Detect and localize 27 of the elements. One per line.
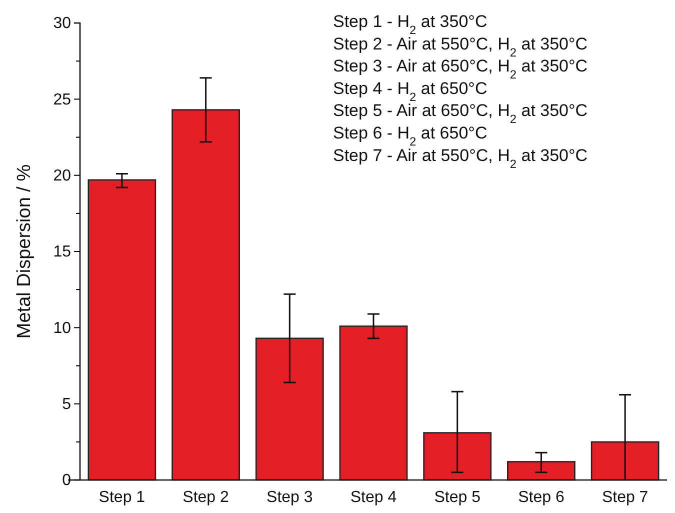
y-tick-label: 25 xyxy=(53,91,72,108)
annotation: Step 5 - Air at 650°C, H$_{2}$ at 350°C xyxy=(333,101,588,126)
bar xyxy=(88,179,156,481)
y-tick-label: 30 xyxy=(53,15,72,32)
bar xyxy=(339,325,408,481)
x-tick-label: Step 7 xyxy=(602,489,648,506)
y-tick-label: 0 xyxy=(62,472,72,490)
bar xyxy=(423,432,492,481)
annotation: Step 1 - H$_{2}$ at 350°C xyxy=(333,12,488,37)
y-tick-label: 15 xyxy=(53,244,72,261)
x-tick-label: Step 3 xyxy=(266,489,313,506)
bar xyxy=(507,461,576,481)
y-axis-title: Metal Dispersion / % xyxy=(14,164,35,339)
annotation: Step 2 - Air at 550°C, H$_{2}$ at 350°C xyxy=(333,34,588,60)
y-tick-label: 5 xyxy=(62,396,72,413)
bar xyxy=(590,441,660,481)
x-tick-label: Step 2 xyxy=(182,489,230,506)
y-tick-label: 10 xyxy=(53,320,72,337)
bar xyxy=(172,109,240,481)
annotation: Step 7 - Air at 550°C, H$_{2}$ at 350°C xyxy=(333,146,588,171)
x-tick-label: Step 6 xyxy=(518,489,564,506)
y-tick-label: 20 xyxy=(53,167,72,184)
x-tick-label: Step 4 xyxy=(350,489,397,506)
x-tick-label: Step 1 xyxy=(98,489,146,506)
bar xyxy=(255,338,324,481)
x-tick-label: Step 5 xyxy=(434,489,481,506)
annotation: Step 6 - H$_{2}$ at 650°C xyxy=(333,124,488,148)
